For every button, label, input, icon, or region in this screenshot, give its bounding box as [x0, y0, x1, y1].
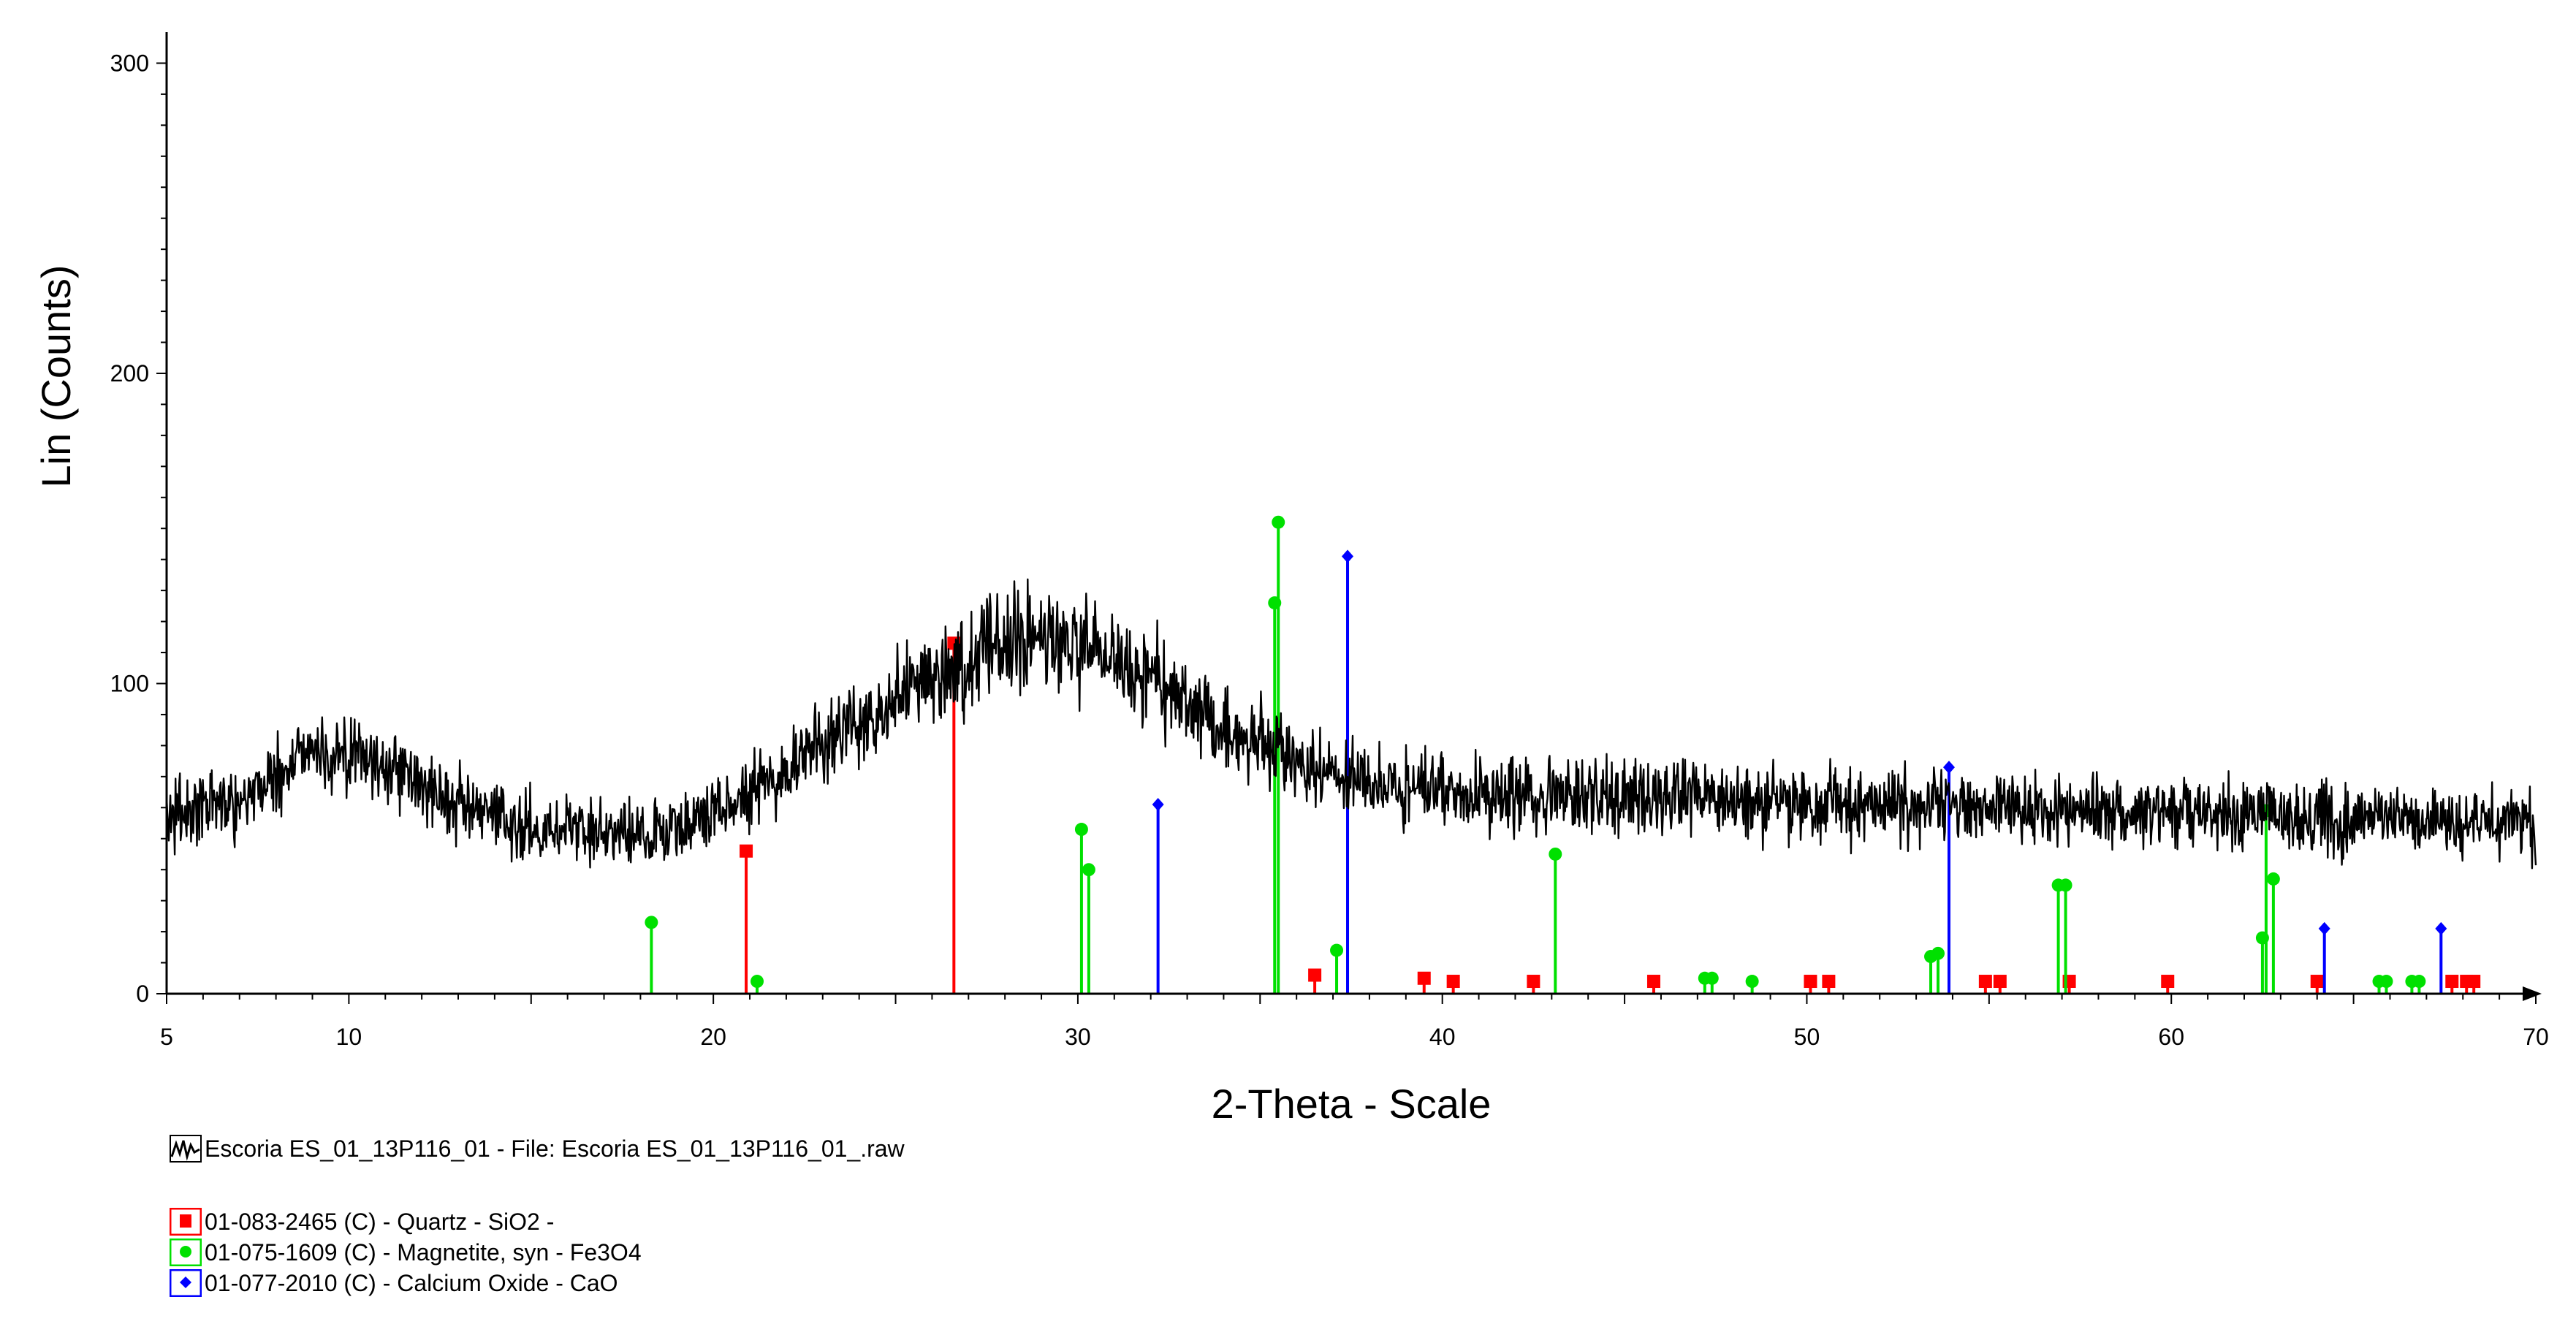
phase-2-marker	[1942, 761, 1955, 775]
legend-item-quartz: 01-083-2465 (C) - Quartz - SiO2 -	[170, 1207, 554, 1236]
phase-2-marker	[1152, 798, 1164, 812]
axes	[165, 32, 2542, 1001]
y-tick-label: 300	[110, 50, 149, 76]
phase-1-marker	[2059, 878, 2072, 892]
phase-2-marker	[2318, 921, 2330, 935]
legend-item-magnetite: 01-075-1609 (C) - Magnetite, syn - Fe3O4	[170, 1238, 642, 1267]
blue-diamond-icon	[170, 1269, 202, 1297]
x-tick-label: 10	[336, 1024, 362, 1050]
green-circle-icon	[170, 1239, 202, 1266]
phase-0-marker	[1446, 975, 1460, 989]
legend-item-pattern: Escoria ES_01_13P116_01 - File: Escoria …	[170, 1134, 905, 1163]
phase-0-marker	[2310, 975, 2324, 989]
y-axis-label: Lin (Counts)	[33, 265, 79, 487]
diffraction-pattern-layer	[165, 578, 2537, 870]
legend-label-calcium-oxide: 01-077-2010 (C) - Calcium Oxide - CaO	[205, 1269, 618, 1296]
phase-1-marker	[2412, 975, 2426, 989]
x-tick-label: 70	[2523, 1024, 2549, 1050]
x-axis-label: 2-Theta - Scale	[1212, 1081, 1492, 1127]
legend-label-magnetite: 01-075-1609 (C) - Magnetite, syn - Fe3O4	[205, 1239, 642, 1266]
phase-1-marker	[1330, 943, 1344, 957]
phase-1-marker	[1931, 946, 1945, 960]
phase-0-marker	[2467, 975, 2481, 989]
phase-1-marker	[1705, 971, 1719, 985]
phase-0-marker	[1804, 975, 1817, 989]
legend-label-pattern: Escoria ES_01_13P116_01 - File: Escoria …	[205, 1135, 905, 1162]
phase-0-marker	[1417, 971, 1431, 985]
pattern-line-icon	[170, 1135, 202, 1163]
phase-0-marker	[2161, 975, 2175, 989]
x-tick-label: 20	[700, 1024, 726, 1050]
y-tick-label: 200	[110, 360, 149, 387]
x-axis-arrow-icon	[2523, 986, 2542, 1001]
legend-label-quartz: 01-083-2465 (C) - Quartz - SiO2 -	[205, 1208, 555, 1235]
phase-2-marker	[1342, 549, 1354, 563]
y-tick-label: 100	[110, 670, 149, 696]
phase-0-marker	[1646, 975, 1660, 989]
phase-1-marker	[1082, 863, 1095, 877]
phase-1-marker	[645, 916, 658, 929]
y-tick-label: 0	[136, 981, 149, 1007]
phase-1-marker	[1074, 823, 1088, 837]
pattern-series-line	[165, 578, 2537, 870]
phase-1-marker	[751, 975, 764, 989]
phase-0-marker	[1527, 975, 1540, 989]
tick-layer: 0 100 200 300 5 10 20 30 40 50 60 70	[110, 50, 2549, 1050]
phase-1-marker	[2266, 872, 2280, 886]
x-tick-label: 40	[1429, 1024, 1456, 1050]
phase-0-marker	[1978, 975, 1992, 989]
phase-0-marker	[2445, 975, 2459, 989]
phase-0-marker	[1822, 975, 1836, 989]
phase-0-marker	[1993, 975, 2007, 989]
legend-item-calcium-oxide: 01-077-2010 (C) - Calcium Oxide - CaO	[170, 1268, 618, 1298]
phase-1-marker	[1549, 847, 1562, 861]
phase-1-marker	[1745, 975, 1759, 989]
phase-2-marker	[2435, 921, 2447, 935]
x-tick-label: 60	[2158, 1024, 2184, 1050]
phase-0-marker	[740, 844, 753, 858]
phase-1-marker	[2379, 975, 2393, 989]
x-tick-label: 50	[1794, 1024, 1820, 1050]
x-tick-label: 5	[160, 1024, 173, 1050]
phase-stick-layer	[645, 515, 2481, 994]
phase-0-marker	[1308, 968, 1322, 982]
red-square-icon	[170, 1208, 202, 1236]
phase-1-marker	[1272, 515, 1285, 529]
x-tick-label: 30	[1065, 1024, 1091, 1050]
